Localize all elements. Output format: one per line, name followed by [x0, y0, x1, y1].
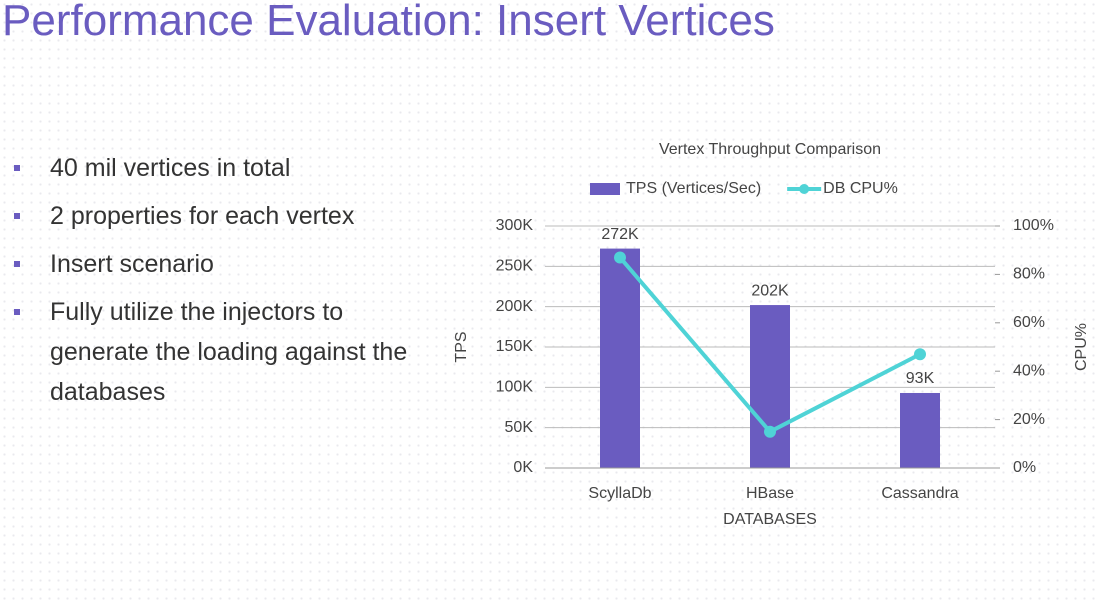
- x-tick-label: HBase: [746, 485, 794, 502]
- bar: [600, 248, 640, 468]
- data-label: 202K: [751, 282, 789, 299]
- bullet: 2 properties for each vertex: [12, 196, 412, 236]
- legend-swatch: [590, 183, 620, 195]
- line-marker: [614, 251, 626, 264]
- legend-label: DB CPU%: [823, 180, 898, 197]
- y2-tick-label: 60%: [1013, 314, 1045, 331]
- y-tick-label: 100K: [496, 379, 534, 396]
- x-tick-label: Cassandra: [881, 485, 958, 502]
- bullet: 40 mil vertices in total: [12, 148, 412, 188]
- y2-tick-label: 40%: [1013, 362, 1045, 379]
- bar: [900, 392, 940, 468]
- slide-title: Performance Evaluation: Insert Vertices: [2, 0, 775, 45]
- y-tick-label: 0K: [513, 459, 533, 476]
- y-tick-label: 250K: [496, 258, 534, 275]
- y-tick-label: 300K: [496, 217, 534, 234]
- chart-title: Vertex Throughput Comparison: [659, 141, 881, 158]
- bar: [750, 305, 790, 468]
- y-tick-label: 200K: [496, 298, 534, 315]
- line-marker: [764, 425, 776, 438]
- y-axis-label: TPS: [453, 331, 470, 362]
- y2-tick-label: 100%: [1013, 217, 1054, 234]
- y2-tick-label: 20%: [1013, 411, 1045, 428]
- bullet: Fully utilize the injectors to generate …: [12, 292, 412, 412]
- bullet-list: 40 mil vertices in total 2 properties for…: [12, 148, 412, 420]
- x-tick-label: ScyllaDb: [588, 485, 651, 502]
- data-label: 93K: [906, 370, 935, 387]
- y2-tick-label: 80%: [1013, 266, 1045, 283]
- x-axis-label: DATABASES: [723, 511, 817, 528]
- y-tick-label: 150K: [496, 338, 534, 355]
- y2-tick-label: 0%: [1013, 459, 1036, 476]
- legend-swatch: [799, 184, 810, 194]
- line-marker: [914, 348, 926, 361]
- y-tick-label: 50K: [505, 419, 534, 436]
- y2-axis-label: CPU%: [1073, 323, 1090, 371]
- bullet: Insert scenario: [12, 244, 412, 284]
- legend-label: TPS (Vertices/Sec): [626, 180, 761, 197]
- data-label: 272K: [601, 226, 639, 243]
